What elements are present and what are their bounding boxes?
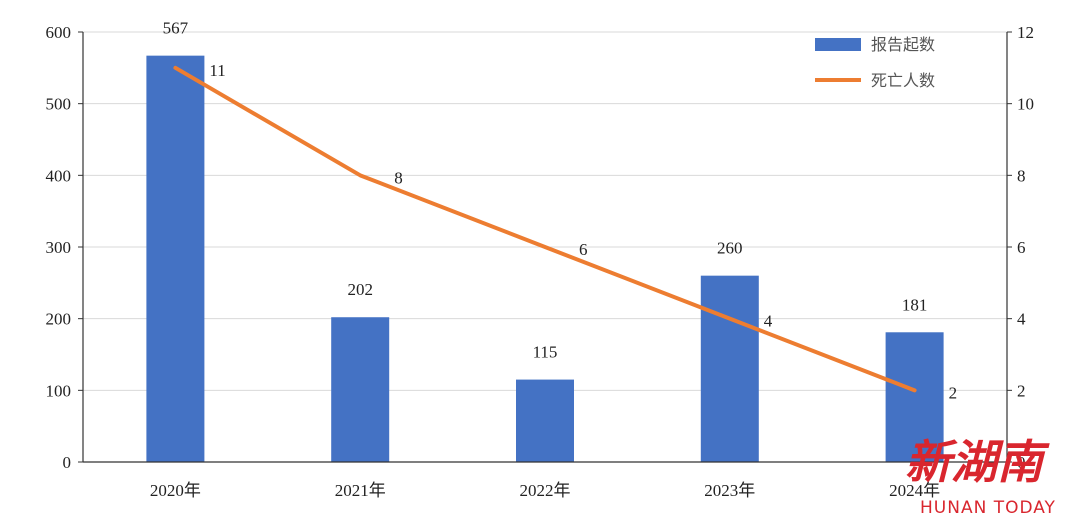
x-tick-label: 2024年 (889, 481, 940, 500)
y-right-tick-label: 4 (1017, 310, 1026, 329)
y-left-tick-label: 600 (46, 23, 72, 42)
line-path (173, 65, 917, 393)
watermark-chinese: 新湖南 (905, 435, 1050, 489)
bar (331, 317, 390, 462)
y-right-tick-label: 0 (1017, 453, 1026, 472)
bar-value-label: 115 (533, 343, 558, 362)
x-tick-label: 2020年 (150, 481, 201, 500)
tick-labels: 0 100 200 300 400 500 600 0 2 4 6 8 10 12 2020年 2021年 20… (46, 23, 1035, 500)
bar (516, 379, 574, 462)
bar (885, 332, 944, 462)
line-value-label: 4 (764, 312, 773, 331)
y-left-tick-label: 500 (46, 95, 72, 114)
watermark-logo: 新湖南 HUNAN TODAY (905, 435, 1056, 518)
bar-value-label: 181 (902, 295, 928, 314)
legend-bar-swatch (815, 38, 861, 51)
y-right-tick-label: 6 (1017, 238, 1026, 257)
grid-lines (83, 31, 1007, 391)
y-left-tick-label: 200 (46, 310, 72, 329)
bar-value-label: 202 (347, 280, 373, 299)
legend-bar-label: 报告起数 (871, 35, 935, 54)
bar-series (146, 55, 944, 463)
line-series (173, 65, 917, 393)
bar-value-label: 567 (163, 19, 189, 38)
y-right-tick-label: 2 (1017, 381, 1026, 400)
bar (700, 275, 759, 462)
line-value-label: 8 (394, 168, 403, 187)
line-value-label: 11 (209, 61, 225, 80)
x-tick-label: 2021年 (335, 481, 386, 500)
data-labels: 567 202 115 260 181 11 8 6 4 2 (163, 19, 957, 403)
line-value-label: 2 (949, 383, 958, 402)
y-left-tick-label: 100 (46, 381, 72, 400)
y-left-tick-label: 0 (63, 453, 72, 472)
y-left-tick-label: 400 (46, 166, 72, 185)
line-value-label: 6 (579, 240, 588, 259)
y-right-tick-label: 10 (1017, 95, 1034, 114)
legend-line-label: 死亡人数 (871, 71, 935, 90)
watermark-english: HUNAN TODAY (920, 498, 1056, 518)
bar (146, 55, 205, 463)
y-left-tick-label: 300 (46, 238, 72, 257)
x-tick-label: 2022年 (520, 481, 571, 500)
y-right-tick-label: 12 (1017, 23, 1034, 42)
y-right-tick-label: 8 (1017, 166, 1026, 185)
axes (78, 31, 1012, 463)
bar-value-label: 260 (717, 239, 743, 258)
x-tick-label: 2023年 (704, 481, 755, 500)
